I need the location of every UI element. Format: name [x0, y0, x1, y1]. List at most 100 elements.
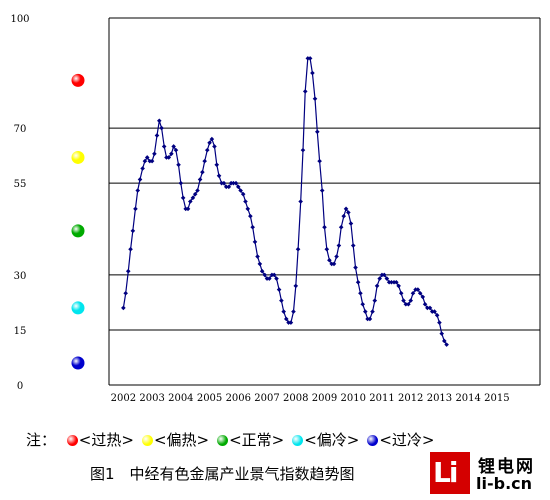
zone-marker-cold — [71, 356, 85, 370]
data-point — [410, 290, 416, 296]
data-point — [156, 118, 162, 124]
data-point — [221, 180, 227, 186]
y-tick-label: 15 — [14, 326, 27, 337]
data-point — [133, 206, 138, 212]
data-point — [394, 279, 399, 285]
legend-dot — [217, 435, 229, 446]
data-point — [437, 320, 442, 325]
data-point — [372, 298, 378, 303]
data-point — [398, 290, 404, 296]
data-point — [350, 243, 356, 248]
data-point — [255, 254, 260, 259]
data-point — [248, 213, 253, 219]
data-point — [389, 279, 394, 285]
data-point — [180, 195, 186, 201]
zone-markers — [71, 73, 85, 370]
data-point — [274, 276, 279, 281]
data-point — [149, 158, 155, 164]
data-point — [439, 331, 445, 336]
logo-name: 锂电网 — [478, 457, 535, 477]
data-point — [403, 301, 409, 307]
data-point — [226, 184, 232, 190]
data-point — [185, 206, 191, 212]
data-point — [178, 180, 184, 186]
data-point — [166, 155, 172, 160]
chart-title: 图1 中经有色金属产业景气指数趋势图 — [90, 465, 355, 483]
logo-mark-text: Li — [433, 456, 458, 489]
x-tick-label: 2010 — [341, 393, 366, 404]
legend-dot — [292, 435, 304, 446]
series-line — [122, 57, 448, 345]
data-point — [298, 199, 303, 204]
data-point — [312, 96, 318, 102]
legend-dot — [367, 435, 379, 446]
data-point — [204, 147, 210, 153]
zone-marker-hot — [71, 150, 85, 164]
data-point — [302, 89, 308, 94]
data-point — [336, 243, 342, 248]
x-tick-label: 2002 — [111, 393, 136, 404]
x-tick-label: 2012 — [398, 393, 423, 404]
data-point — [425, 305, 430, 311]
data-point — [381, 272, 387, 278]
data-point — [315, 129, 320, 135]
data-point — [200, 169, 205, 175]
data-point — [276, 287, 282, 292]
legend-label: <偏冷> — [304, 431, 360, 449]
data-point — [173, 147, 179, 153]
legend-dot — [141, 435, 153, 446]
y-tick-label: 100 — [10, 14, 29, 25]
data-point — [291, 309, 296, 314]
data-point — [279, 298, 284, 303]
data-point — [307, 56, 313, 61]
zone-marker-overheated — [71, 73, 85, 87]
data-point — [442, 338, 447, 344]
data-point — [197, 177, 203, 182]
data-point — [281, 309, 286, 314]
x-tick-label: 2009 — [312, 393, 337, 404]
data-point — [123, 290, 128, 296]
legend-label: <偏热> — [153, 431, 210, 449]
x-tick-label: 2008 — [283, 393, 308, 404]
data-point — [360, 301, 366, 307]
data-point — [214, 162, 220, 168]
data-point — [415, 287, 421, 292]
data-point — [363, 309, 368, 314]
data-point — [154, 133, 160, 138]
data-point — [401, 298, 406, 303]
data-point — [420, 294, 426, 300]
series — [121, 56, 449, 347]
data-point — [190, 195, 196, 201]
data-point — [341, 213, 347, 219]
data-point — [288, 320, 294, 325]
legend-label: <正常> — [229, 431, 285, 449]
data-point — [142, 158, 148, 164]
data-point — [207, 140, 212, 146]
data-point — [121, 305, 126, 311]
y-tick-label: 30 — [14, 271, 27, 282]
y-tick-label: 0 — [17, 381, 23, 392]
data-point — [140, 166, 145, 171]
data-point — [192, 191, 198, 197]
data-point — [144, 155, 150, 160]
x-tick-label: 2015 — [484, 393, 509, 404]
data-point — [236, 184, 241, 190]
data-point — [223, 184, 229, 190]
data-point — [169, 151, 174, 157]
data-point — [152, 151, 157, 157]
x-tick-label: 2004 — [168, 393, 193, 404]
x-tick-label: 2003 — [139, 393, 164, 404]
data-point — [202, 158, 207, 164]
data-point — [267, 276, 272, 281]
chart-grid — [108, 17, 541, 386]
data-point — [374, 283, 380, 289]
data-point — [331, 261, 337, 267]
data-point — [188, 199, 193, 204]
data-point — [353, 265, 358, 270]
data-point — [176, 162, 181, 168]
legend: 注： <过热> <偏热> <正常> <偏冷> <过冷> — [26, 429, 437, 450]
data-point — [293, 283, 299, 289]
data-point — [159, 125, 164, 131]
data-point — [408, 298, 413, 303]
